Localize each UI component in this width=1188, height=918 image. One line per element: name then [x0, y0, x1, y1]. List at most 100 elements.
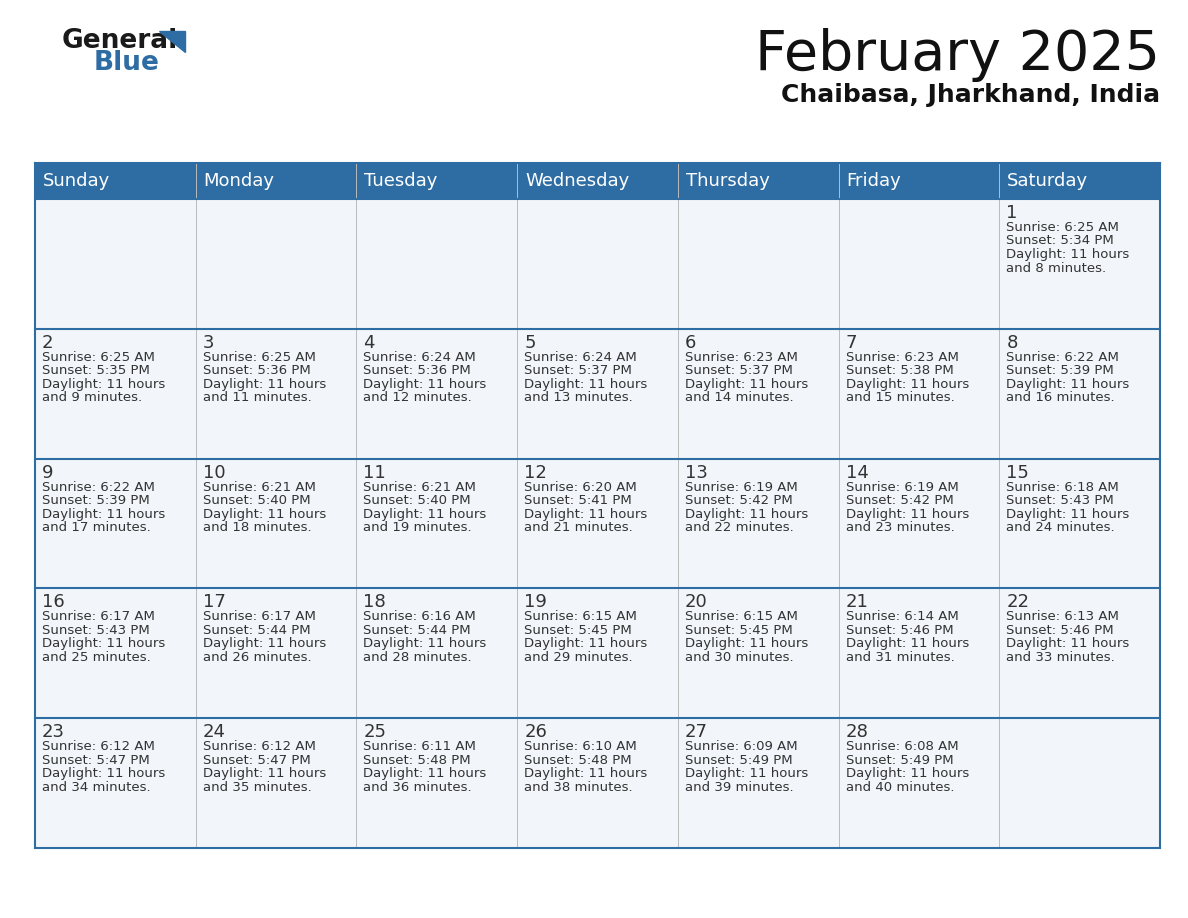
Text: Sunset: 5:41 PM: Sunset: 5:41 PM	[524, 494, 632, 507]
Bar	[999, 588, 1159, 718]
Text: Daylight: 11 hours: Daylight: 11 hours	[203, 767, 326, 780]
Bar	[517, 163, 678, 199]
Text: Sunset: 5:40 PM: Sunset: 5:40 PM	[364, 494, 472, 507]
Text: Sunset: 5:36 PM: Sunset: 5:36 PM	[364, 364, 472, 377]
Bar	[678, 718, 839, 848]
Text: Daylight: 11 hours: Daylight: 11 hours	[1006, 508, 1130, 521]
Text: and 15 minutes.: and 15 minutes.	[846, 391, 954, 404]
Text: Sunset: 5:45 PM: Sunset: 5:45 PM	[524, 624, 632, 637]
Text: 10: 10	[203, 464, 226, 482]
Bar	[999, 329, 1159, 459]
Text: Sunset: 5:37 PM: Sunset: 5:37 PM	[524, 364, 632, 377]
Text: 6: 6	[684, 334, 696, 352]
Text: Sunrise: 6:16 AM: Sunrise: 6:16 AM	[364, 610, 476, 623]
Bar	[196, 199, 356, 329]
Text: 22: 22	[1006, 593, 1029, 611]
Text: and 34 minutes.: and 34 minutes.	[42, 780, 151, 794]
Bar	[356, 459, 517, 588]
Text: Sunday: Sunday	[43, 172, 110, 190]
Text: Sunrise: 6:12 AM: Sunrise: 6:12 AM	[203, 740, 316, 753]
Text: Sunset: 5:39 PM: Sunset: 5:39 PM	[1006, 364, 1114, 377]
Text: Sunset: 5:42 PM: Sunset: 5:42 PM	[846, 494, 953, 507]
Text: Daylight: 11 hours: Daylight: 11 hours	[684, 378, 808, 391]
Text: Daylight: 11 hours: Daylight: 11 hours	[524, 508, 647, 521]
Text: Saturday: Saturday	[1007, 172, 1088, 190]
Bar	[678, 199, 839, 329]
Text: Thursday: Thursday	[685, 172, 770, 190]
Bar	[34, 329, 196, 459]
Text: and 36 minutes.: and 36 minutes.	[364, 780, 472, 794]
Bar	[839, 199, 999, 329]
Bar	[999, 199, 1159, 329]
Text: and 30 minutes.: and 30 minutes.	[684, 651, 794, 664]
Text: and 33 minutes.: and 33 minutes.	[1006, 651, 1116, 664]
Text: 5: 5	[524, 334, 536, 352]
Text: Sunrise: 6:15 AM: Sunrise: 6:15 AM	[524, 610, 637, 623]
Text: Daylight: 11 hours: Daylight: 11 hours	[364, 378, 487, 391]
Text: 1: 1	[1006, 204, 1018, 222]
Text: Sunrise: 6:15 AM: Sunrise: 6:15 AM	[684, 610, 797, 623]
Text: Tuesday: Tuesday	[365, 172, 438, 190]
Text: Daylight: 11 hours: Daylight: 11 hours	[364, 637, 487, 650]
Bar	[678, 329, 839, 459]
Text: Sunset: 5:46 PM: Sunset: 5:46 PM	[846, 624, 953, 637]
Text: Sunrise: 6:22 AM: Sunrise: 6:22 AM	[42, 481, 154, 494]
Text: Sunset: 5:44 PM: Sunset: 5:44 PM	[203, 624, 310, 637]
Text: 15: 15	[1006, 464, 1029, 482]
Text: 26: 26	[524, 723, 546, 741]
Text: Sunset: 5:43 PM: Sunset: 5:43 PM	[1006, 494, 1114, 507]
Bar	[517, 588, 678, 718]
Bar	[196, 163, 356, 199]
Text: Daylight: 11 hours: Daylight: 11 hours	[684, 637, 808, 650]
Text: Sunset: 5:44 PM: Sunset: 5:44 PM	[364, 624, 472, 637]
Text: Sunset: 5:47 PM: Sunset: 5:47 PM	[42, 754, 150, 767]
Text: and 11 minutes.: and 11 minutes.	[203, 391, 311, 404]
Text: and 18 minutes.: and 18 minutes.	[203, 521, 311, 534]
Text: Sunset: 5:49 PM: Sunset: 5:49 PM	[846, 754, 953, 767]
Text: 27: 27	[684, 723, 708, 741]
Text: 18: 18	[364, 593, 386, 611]
Bar	[34, 199, 196, 329]
Text: 19: 19	[524, 593, 546, 611]
Text: Wednesday: Wednesday	[525, 172, 630, 190]
Bar	[839, 329, 999, 459]
Text: and 12 minutes.: and 12 minutes.	[364, 391, 472, 404]
Text: Sunrise: 6:25 AM: Sunrise: 6:25 AM	[1006, 221, 1119, 234]
Text: and 21 minutes.: and 21 minutes.	[524, 521, 633, 534]
Text: Friday: Friday	[847, 172, 902, 190]
Text: Sunrise: 6:19 AM: Sunrise: 6:19 AM	[684, 481, 797, 494]
Text: General: General	[62, 28, 178, 54]
Text: Daylight: 11 hours: Daylight: 11 hours	[846, 508, 969, 521]
Text: and 31 minutes.: and 31 minutes.	[846, 651, 954, 664]
Text: Sunset: 5:49 PM: Sunset: 5:49 PM	[684, 754, 792, 767]
Text: 21: 21	[846, 593, 868, 611]
Text: and 17 minutes.: and 17 minutes.	[42, 521, 151, 534]
Bar	[196, 588, 356, 718]
Text: 13: 13	[684, 464, 708, 482]
Text: Sunrise: 6:25 AM: Sunrise: 6:25 AM	[42, 351, 154, 364]
Text: Daylight: 11 hours: Daylight: 11 hours	[42, 637, 165, 650]
Bar	[839, 459, 999, 588]
Text: 23: 23	[42, 723, 65, 741]
Text: Sunset: 5:46 PM: Sunset: 5:46 PM	[1006, 624, 1114, 637]
Text: February 2025: February 2025	[756, 28, 1159, 82]
Bar	[678, 459, 839, 588]
Text: Sunrise: 6:13 AM: Sunrise: 6:13 AM	[1006, 610, 1119, 623]
Text: Sunrise: 6:23 AM: Sunrise: 6:23 AM	[684, 351, 797, 364]
Text: Daylight: 11 hours: Daylight: 11 hours	[524, 767, 647, 780]
Bar	[356, 329, 517, 459]
Bar	[196, 718, 356, 848]
Bar	[34, 163, 196, 199]
Bar	[356, 163, 517, 199]
Text: Sunset: 5:45 PM: Sunset: 5:45 PM	[684, 624, 792, 637]
Bar	[517, 199, 678, 329]
Text: Daylight: 11 hours: Daylight: 11 hours	[364, 508, 487, 521]
Text: and 38 minutes.: and 38 minutes.	[524, 780, 633, 794]
Text: 25: 25	[364, 723, 386, 741]
Text: and 16 minutes.: and 16 minutes.	[1006, 391, 1114, 404]
Text: Sunrise: 6:21 AM: Sunrise: 6:21 AM	[364, 481, 476, 494]
Polygon shape	[159, 31, 185, 52]
Text: Sunset: 5:40 PM: Sunset: 5:40 PM	[203, 494, 310, 507]
Text: and 28 minutes.: and 28 minutes.	[364, 651, 472, 664]
Text: Sunrise: 6:24 AM: Sunrise: 6:24 AM	[524, 351, 637, 364]
